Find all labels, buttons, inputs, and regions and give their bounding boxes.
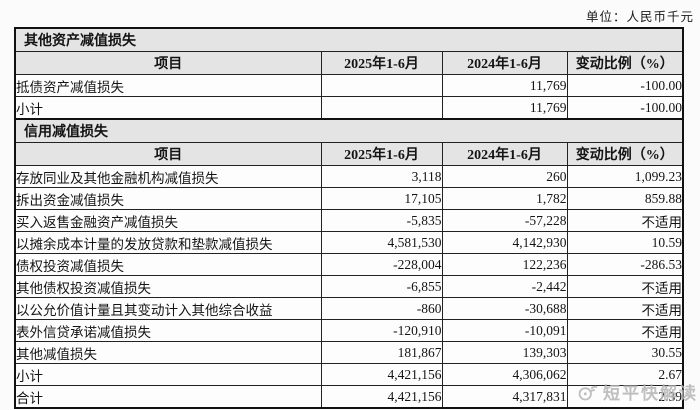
impairment-loss-table: 其他资产减值损失 项目 2025年1-6月 2024年1-6月 变动比例（%） 抵债资产减… xyxy=(14,27,684,409)
item-cell: 其他减值损失 xyxy=(14,341,322,364)
change-cell: 不适用 xyxy=(566,209,684,232)
change-cell: 不适用 xyxy=(566,275,684,298)
item-cell: 其他债权投资减值损失 xyxy=(14,275,322,298)
table-row: 小计 11,769 -100.00 xyxy=(14,96,684,120)
header-row: 项目 2025年1-6月 2024年1-6月 变动比例（%） xyxy=(14,51,684,75)
item-cell: 抵债资产减值损失 xyxy=(14,74,322,97)
change-cell: -100.00 xyxy=(566,96,684,120)
column-header-2: 2024年1-6月 xyxy=(441,51,568,75)
item-cell: 小计 xyxy=(14,96,322,120)
change-cell: 不适用 xyxy=(566,297,684,320)
item-cell: 合计 xyxy=(14,385,322,409)
column-header-1: 2025年1-6月 xyxy=(320,142,443,166)
item-cell: 以摊余成本计量的发放贷款和垫款减值损失 xyxy=(14,231,322,254)
change-cell: -286.53 xyxy=(566,253,684,276)
table-row: 其他债权投资减值损失 -6,855 -2,442 不适用 xyxy=(14,275,684,298)
table-row: 存放同业及其他金融机构减值损失 3,118 260 1,099.23 xyxy=(14,165,684,188)
item-cell: 以公允价值计量且其变动计入其他综合收益 xyxy=(14,297,322,320)
change-cell: 不适用 xyxy=(566,319,684,342)
column-header-0: 项目 xyxy=(14,51,322,75)
value-2025-cell: -6,855 xyxy=(320,275,443,298)
value-2024-cell: 139,303 xyxy=(441,341,568,364)
value-2025-cell xyxy=(320,74,443,97)
value-2025-cell: 4,421,156 xyxy=(320,363,443,386)
item-cell: 买入返售金融资产减值损失 xyxy=(14,209,322,232)
value-2024-cell: -2,442 xyxy=(441,275,568,298)
value-2025-cell: 181,867 xyxy=(320,341,443,364)
change-cell: 859.88 xyxy=(566,187,684,210)
value-2024-cell: -30,688 xyxy=(441,297,568,320)
column-header-3: 变动比例（%） xyxy=(566,51,684,75)
column-header-0: 项目 xyxy=(14,142,322,166)
table-row: 表外信贷承诺减值损失 -120,910 -10,091 不适用 xyxy=(14,319,684,342)
value-2025-cell: -120,910 xyxy=(320,319,443,342)
value-2025-cell: 17,105 xyxy=(320,187,443,210)
column-header-2: 2024年1-6月 xyxy=(441,142,568,166)
value-2024-cell: 1,782 xyxy=(441,187,568,210)
table-row: 抵债资产减值损失 11,769 -100.00 xyxy=(14,74,684,97)
unit-label: 单位：人民币千元 xyxy=(585,10,694,24)
item-cell: 拆出资金减值损失 xyxy=(14,187,322,210)
change-cell: 2.39 xyxy=(566,385,684,409)
table-row: 债权投资减值损失 -228,004 122,236 -286.53 xyxy=(14,253,684,276)
item-cell: 存放同业及其他金融机构减值损失 xyxy=(14,165,322,188)
table-row: 小计 4,421,156 4,306,062 2.67 xyxy=(14,363,684,386)
value-2024-cell: 4,142,930 xyxy=(441,231,568,254)
item-cell: 表外信贷承诺减值损失 xyxy=(14,319,322,342)
table-row: 以摊余成本计量的发放贷款和垫款减值损失 4,581,530 4,142,930 10.… xyxy=(14,231,684,254)
value-2024-cell: 4,317,831 xyxy=(441,385,568,409)
table-row: 合计 4,421,156 4,317,831 2.39 xyxy=(14,385,684,409)
change-cell: 30.55 xyxy=(566,341,684,364)
value-2025-cell: -860 xyxy=(320,297,443,320)
value-2024-cell: 11,769 xyxy=(441,74,568,97)
table-row: 拆出资金减值损失 17,105 1,782 859.88 xyxy=(14,187,684,210)
section-band-row: 其他资产减值损失 xyxy=(14,27,684,52)
item-cell: 债权投资减值损失 xyxy=(14,253,322,276)
value-2025-cell xyxy=(320,96,443,120)
value-2024-cell: 122,236 xyxy=(441,253,568,276)
value-2024-cell: -10,091 xyxy=(441,319,568,342)
table-row: 买入返售金融资产减值损失 -5,835 -57,228 不适用 xyxy=(14,209,684,232)
column-header-3: 变动比例（%） xyxy=(566,142,684,166)
section-title: 信用减值损失 xyxy=(14,118,684,143)
value-2024-cell: 11,769 xyxy=(441,96,568,120)
value-2025-cell: -228,004 xyxy=(320,253,443,276)
value-2024-cell: 260 xyxy=(441,165,568,188)
value-2024-cell: -57,228 xyxy=(441,209,568,232)
change-cell: 1,099.23 xyxy=(566,165,684,188)
change-cell: 2.67 xyxy=(566,363,684,386)
value-2025-cell: 4,421,156 xyxy=(320,385,443,409)
table-row: 以公允价值计量且其变动计入其他综合收益 -860 -30,688 不适用 xyxy=(14,297,684,320)
column-header-1: 2025年1-6月 xyxy=(320,51,443,75)
value-2024-cell: 4,306,062 xyxy=(441,363,568,386)
section-band-row: 信用减值损失 xyxy=(14,118,684,143)
value-2025-cell: 3,118 xyxy=(320,165,443,188)
table-row: 其他减值损失 181,867 139,303 30.55 xyxy=(14,341,684,364)
change-cell: -100.00 xyxy=(566,74,684,97)
item-cell: 小计 xyxy=(14,363,322,386)
change-cell: 10.59 xyxy=(566,231,684,254)
section-title: 其他资产减值损失 xyxy=(14,27,684,52)
value-2025-cell: -5,835 xyxy=(320,209,443,232)
value-2025-cell: 4,581,530 xyxy=(320,231,443,254)
header-row: 项目 2025年1-6月 2024年1-6月 变动比例（%） xyxy=(14,142,684,166)
